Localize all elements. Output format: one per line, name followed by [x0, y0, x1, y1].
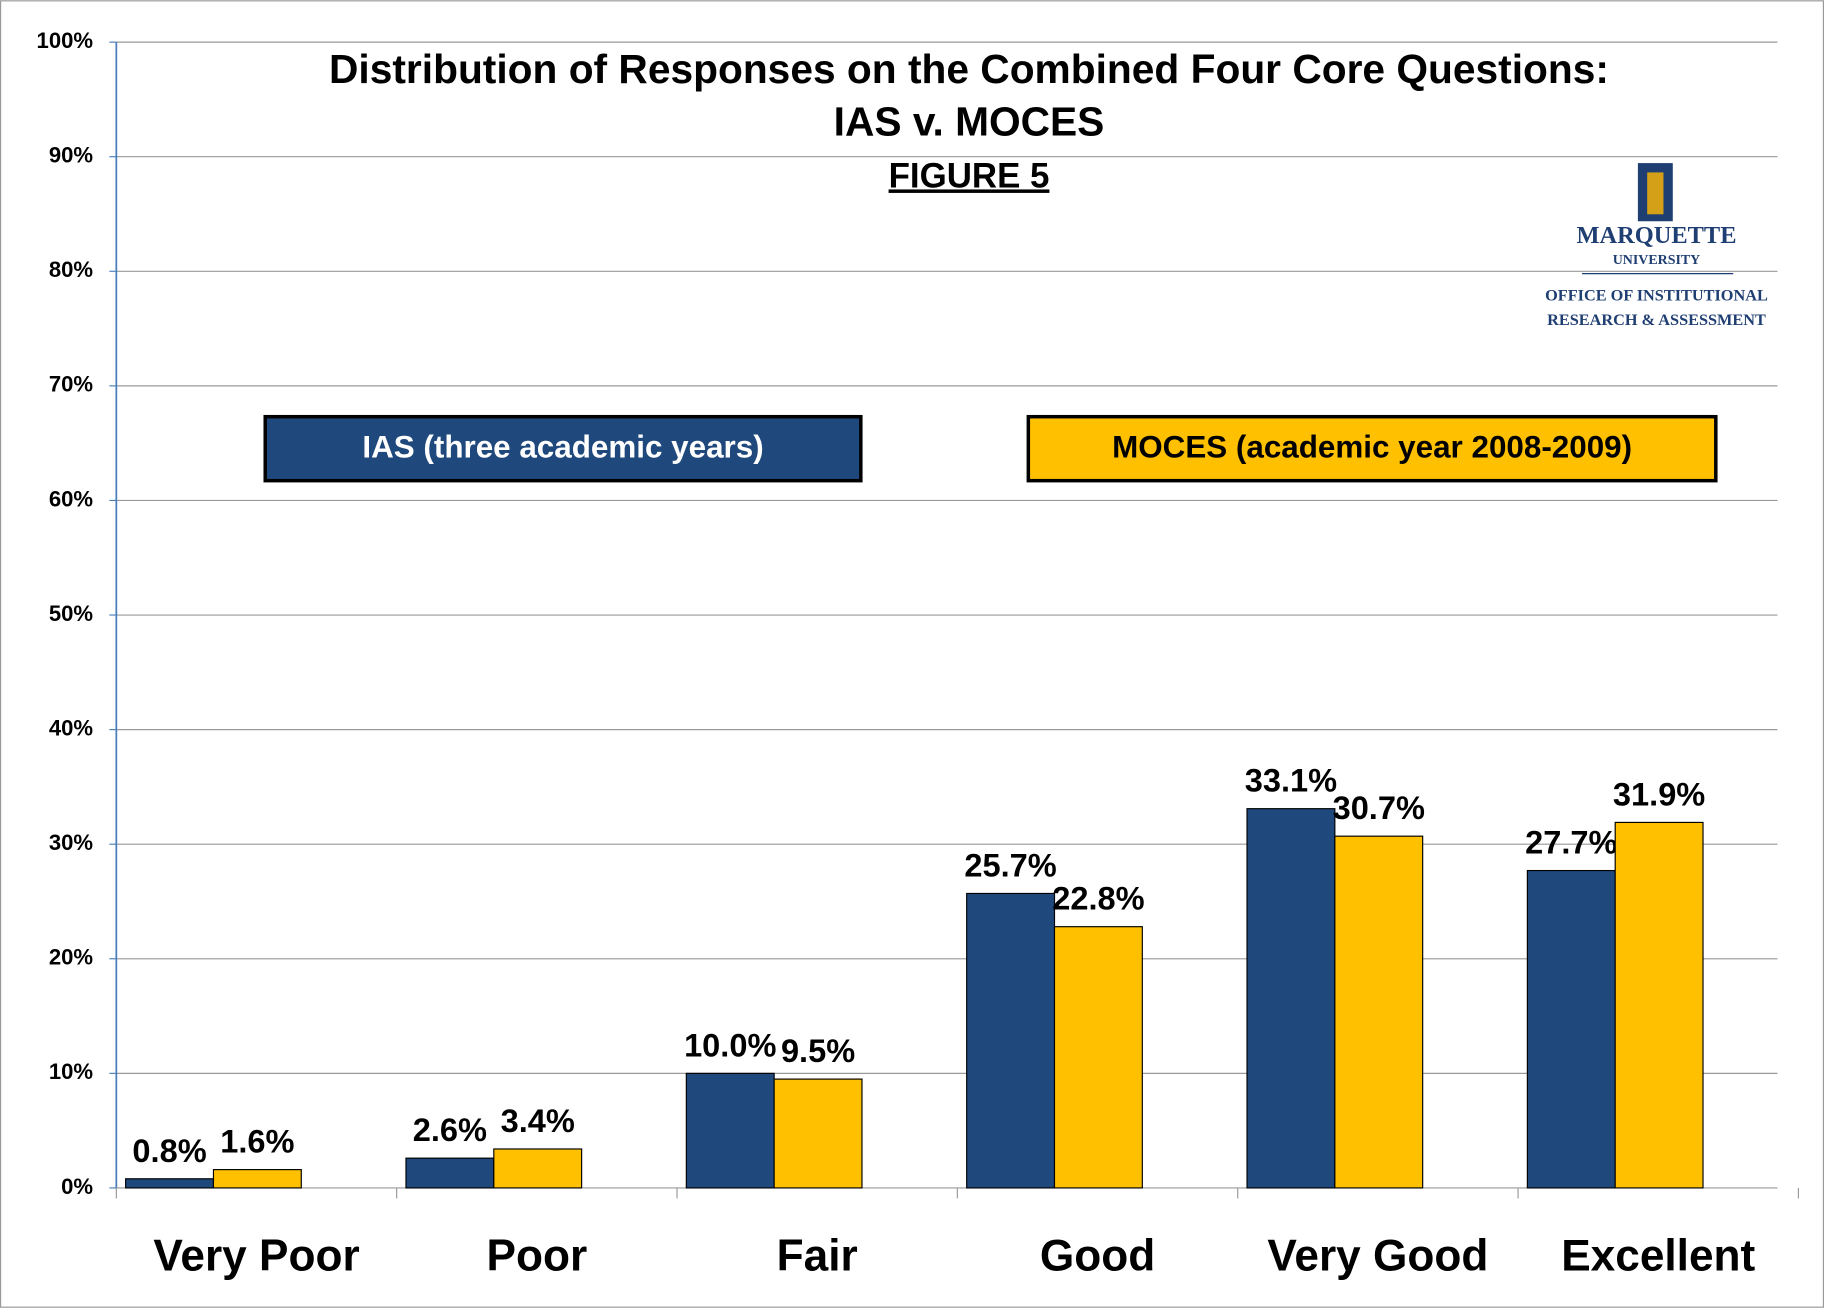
bar [212, 1169, 302, 1189]
plot: Very Poor 0.8% 1.6% Poor 2.6% 3.4% Fair 10.0% 9.… [125, 414, 1756, 1281]
logo: MARQUETTE UNIVERSITY OFFICE OF INSTITUTI… [1545, 163, 1768, 329]
grid: 0% 10% 20% 30% 40% 50% 60% 70% 80% 90% 100% [37, 28, 1799, 1199]
data-label: 27.7% [1525, 825, 1617, 861]
bar [1526, 869, 1616, 1189]
logo-office-2: RESEARCH & ASSESSMENT [1547, 310, 1766, 329]
x-tick-label: Fair [777, 1232, 858, 1281]
x-tick-label: Excellent [1561, 1232, 1755, 1281]
bar [1614, 821, 1704, 1189]
legend-label: MOCES (academic year 2008-2009) [1112, 430, 1632, 465]
data-label: 2.6% [413, 1112, 487, 1148]
data-label: 3.4% [501, 1103, 575, 1139]
bar [1053, 926, 1143, 1189]
figure-label: FIGURE 5 [889, 156, 1050, 195]
y-tick-label: 50% [49, 601, 94, 626]
bar [966, 892, 1056, 1189]
logo-office-1: OFFICE OF INSTITUTIONAL [1545, 286, 1768, 305]
y-tick-label: 60% [49, 486, 94, 511]
y-tick-label: 20% [49, 945, 94, 970]
data-label: 30.7% [1333, 790, 1425, 826]
y-tick-label: 90% [49, 143, 94, 168]
logo-emblem-detail [1647, 172, 1664, 215]
data-label: 31.9% [1613, 776, 1705, 812]
y-tick-label: 40% [49, 715, 94, 740]
y-tick-label: 70% [49, 372, 94, 397]
x-tick-label: Good [1040, 1232, 1155, 1281]
bar [1246, 808, 1336, 1189]
data-label: 0.8% [132, 1133, 206, 1169]
logo-sub: UNIVERSITY [1613, 253, 1701, 268]
y-tick-label: 10% [49, 1059, 94, 1084]
x-tick-label: Poor [487, 1232, 588, 1281]
y-tick-label: 0% [61, 1174, 93, 1199]
chart-subtitle: IAS v. MOCES [834, 98, 1105, 144]
logo-name: MARQUETTE [1576, 222, 1736, 249]
bar [405, 1157, 495, 1189]
bar [773, 1078, 863, 1189]
bar [125, 1178, 215, 1189]
bar [1334, 835, 1424, 1189]
x-tick-label: Very Poor [153, 1232, 359, 1281]
chart-title: Distribution of Responses on the Combine… [329, 46, 1609, 92]
legend-box [1026, 414, 1718, 483]
legend-label: IAS (three academic years) [362, 430, 763, 465]
data-label: 22.8% [1052, 881, 1144, 917]
data-label: 10.0% [684, 1027, 776, 1063]
x-tick-label: Very Good [1267, 1232, 1488, 1281]
data-label: 1.6% [220, 1124, 294, 1160]
y-tick-label: 100% [37, 28, 94, 53]
legend-box [263, 414, 863, 483]
bar [685, 1072, 775, 1189]
data-label: 9.5% [781, 1033, 855, 1069]
bar [493, 1148, 583, 1189]
data-label: 25.7% [964, 847, 1056, 883]
y-tick-label: 80% [49, 257, 94, 282]
y-tick-label: 30% [49, 830, 94, 855]
data-label: 33.1% [1245, 763, 1337, 799]
